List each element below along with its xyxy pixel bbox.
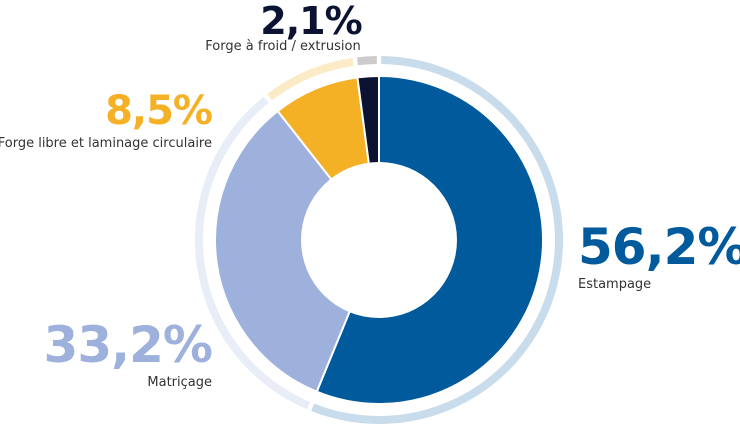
label-forge-libre-percent: 8,5% — [105, 88, 212, 134]
label-matricage: Matriçage — [147, 375, 212, 390]
halo-rings — [195, 56, 563, 425]
label-estampage-percent: 56,2% — [578, 218, 740, 276]
halo-forge-libre-et-laminage-circulaire — [267, 57, 354, 101]
label-forge-libre: Forge libre et laminage circulaire — [0, 136, 212, 151]
label-forge-froid-percent: 2,1% — [260, 0, 361, 43]
label-estampage: Estampage — [578, 277, 651, 292]
label-forge-froid: Forge à froid / extrusion — [205, 39, 360, 54]
halo-forge-a-froid-extrusion — [356, 56, 377, 66]
donut-hole — [301, 162, 457, 318]
slice-matricage — [214, 109, 381, 394]
halo-matricage — [195, 96, 311, 410]
label-matricage-percent: 33,2% — [44, 316, 212, 374]
